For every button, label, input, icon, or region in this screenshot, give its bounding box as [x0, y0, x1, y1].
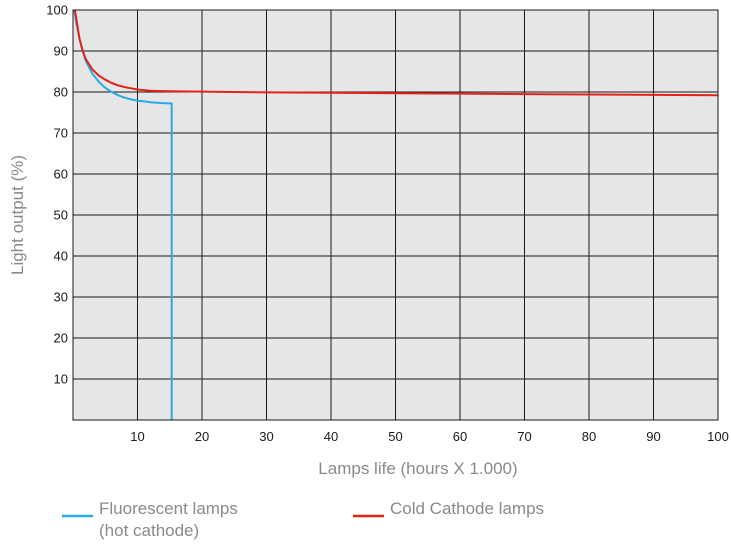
y-tick-label: 10: [54, 372, 68, 387]
legend-label-fluorescent-line2: (hot cathode): [99, 521, 199, 540]
series-line-cold-cathode: [73, 9, 719, 97]
y-tick-labels: 10 20 30 40 50 60 70 80 90 100: [46, 3, 68, 387]
y-axis-title: Light output (%): [8, 155, 27, 275]
x-tick-labels: 10 20 30 40 50 60 70 80 90 100: [130, 429, 729, 444]
y-tick-label: 30: [54, 290, 68, 305]
y-tick-label: 90: [54, 44, 68, 59]
x-tick-label: 50: [388, 429, 402, 444]
y-tick-label: 60: [54, 167, 68, 182]
y-tick-label: 40: [54, 249, 68, 264]
x-tick-label: 10: [130, 429, 144, 444]
legend-label-fluorescent-line1: Fluorescent lamps: [99, 499, 238, 518]
y-tick-label: 80: [54, 85, 68, 100]
x-tick-label: 90: [646, 429, 660, 444]
x-axis-title: Lamps life (hours X 1.000): [318, 459, 517, 478]
legend: Fluorescent lamps (hot cathode) Cold Cat…: [62, 499, 544, 540]
legend-label-cold-cathode: Cold Cathode lamps: [390, 499, 544, 518]
y-tick-label: 20: [54, 331, 68, 346]
x-tick-label: 70: [517, 429, 531, 444]
series-layer: [73, 9, 719, 420]
x-tick-label: 100: [707, 429, 729, 444]
y-tick-label: 70: [54, 126, 68, 141]
grid-lines: [73, 10, 718, 420]
plot-frame: [72, 9, 719, 421]
y-tick-label: 100: [46, 3, 68, 18]
x-tick-label: 60: [453, 429, 467, 444]
x-tick-label: 20: [195, 429, 209, 444]
x-tick-label: 40: [324, 429, 338, 444]
x-tick-label: 30: [259, 429, 273, 444]
y-tick-label: 50: [54, 208, 68, 223]
x-tick-label: 80: [582, 429, 596, 444]
